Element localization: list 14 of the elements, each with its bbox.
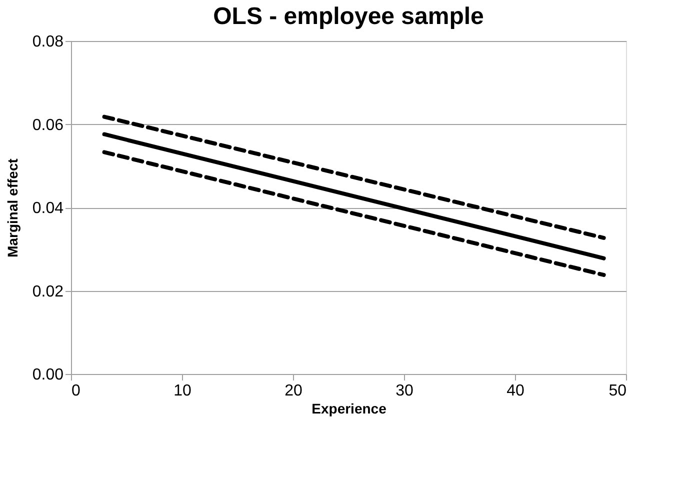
y-tick-label: 0.08: [32, 34, 64, 50]
x-tick-label: 20: [284, 382, 302, 400]
x-tick-label: 50: [608, 382, 627, 400]
y-axis-title: Marginal effect: [4, 158, 20, 258]
x-tick-label: 10: [174, 382, 192, 400]
x-tick-label: 0: [72, 382, 80, 400]
chart-title: OLS - employee sample: [213, 3, 484, 30]
y-tick-label: 0.04: [32, 200, 64, 217]
x-axis-title: Experience: [312, 400, 387, 416]
y-tick-label: 0.06: [32, 116, 64, 134]
x-tick-label: 30: [396, 382, 414, 400]
y-tick-label: 0.02: [32, 283, 64, 300]
y-tick-label: 0.00: [32, 366, 64, 384]
x-tick-label: 40: [506, 382, 524, 400]
